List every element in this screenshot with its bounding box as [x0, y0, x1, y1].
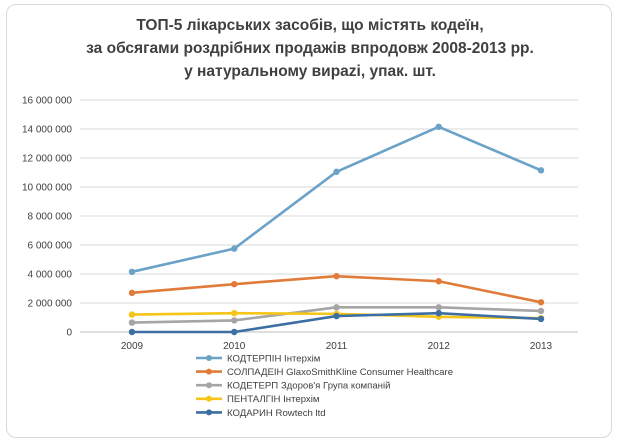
y-tick-label: 16 000 000 [22, 96, 72, 107]
y-axis: 0 2 000 000 4 000 000 6 000 000 8 000 000 10 … [22, 96, 73, 339]
data-point [435, 278, 442, 285]
series-1 [128, 123, 545, 276]
x-tick-label: 2013 [530, 341, 553, 352]
x-tick-label: 2011 [326, 341, 348, 352]
legend-marker [206, 368, 212, 375]
x-tick-label: 2009 [121, 341, 144, 352]
y-tick-label: 10 000 000 [22, 183, 72, 194]
data-point [231, 317, 238, 324]
data-point [435, 123, 442, 131]
x-axis: 2009 2010 2011 2012 2013 [121, 341, 553, 352]
y-tick-label: 14 000 000 [22, 125, 72, 136]
x-tick-label: 2010 [223, 341, 246, 352]
data-point [435, 309, 442, 317]
data-point [231, 245, 238, 252]
data-point [537, 307, 545, 315]
legend-item: КОДАРИН Rowtech ltd [196, 408, 326, 419]
series-3 [128, 304, 545, 326]
chart-title: ТОП-5 лікарських засобів, що містять код… [86, 17, 534, 80]
y-tick-label: 12 000 000 [22, 154, 72, 165]
data-point [128, 319, 136, 326]
data-point [435, 304, 442, 311]
data-point [333, 304, 340, 311]
data-point [231, 328, 238, 336]
y-tick-label: 2 000 000 [28, 299, 73, 310]
data-point [128, 328, 136, 336]
series-line [131, 125, 542, 274]
data-point [333, 272, 340, 280]
legend-marker [206, 382, 212, 389]
series-line [131, 274, 542, 304]
legend-label: КОДАРИН Rowtech ltd [227, 408, 326, 419]
legend-item: КОДЕТЕРП Здоров'я Група компаній [196, 381, 390, 392]
legend-label: КОДЕТЕРП Здоров'я Група компаній [227, 381, 390, 392]
gridlines [80, 99, 578, 333]
chart-title-line: у натуральному вирazі, упак. шт. [184, 63, 436, 80]
legend-item: КОДТЕРПІН Інтерхім [196, 353, 320, 364]
legend-label: СОЛПАДЕІН GlaxoSmithKline Consumer Healt… [227, 367, 453, 378]
data-point [537, 299, 545, 306]
data-point [231, 280, 238, 288]
legend-label: КОДТЕРПІН Інтерхім [227, 353, 320, 364]
legend-item: ПЕНТАЛГІН Інтерхім [196, 394, 319, 405]
y-tick-label: 6 000 000 [28, 241, 73, 252]
data-point [231, 309, 238, 317]
data-point [537, 315, 545, 323]
data-point [128, 311, 136, 318]
y-tick-label: 8 000 000 [28, 212, 73, 223]
legend: КОДТЕРПІН Інтерхім СОЛПАДЕІН GlaxoSmithKl… [196, 353, 453, 419]
legend-item: СОЛПАДЕІН GlaxoSmithKline Consumer Healt… [196, 367, 453, 378]
y-tick-label: 0 [66, 328, 72, 339]
legend-marker [206, 395, 212, 402]
series-2 [128, 272, 545, 306]
series-lines [128, 123, 545, 336]
data-point [537, 167, 545, 174]
x-tick-label: 2012 [428, 341, 451, 352]
data-point [333, 168, 340, 175]
data-point [128, 268, 136, 276]
legend-label: ПЕНТАЛГІН Інтерхім [227, 394, 319, 405]
data-point [128, 289, 136, 297]
y-tick-label: 4 000 000 [28, 270, 73, 281]
chart-frame [6, 4, 612, 438]
chart-title-line: ТОП-5 лікарських засобів, що містять код… [136, 17, 483, 34]
legend-marker [206, 355, 212, 361]
series-5 [128, 309, 545, 336]
legend-marker [206, 409, 212, 416]
data-point [333, 312, 340, 320]
chart-title-line: за обсягами роздрібних продажів впродовж… [86, 40, 534, 57]
